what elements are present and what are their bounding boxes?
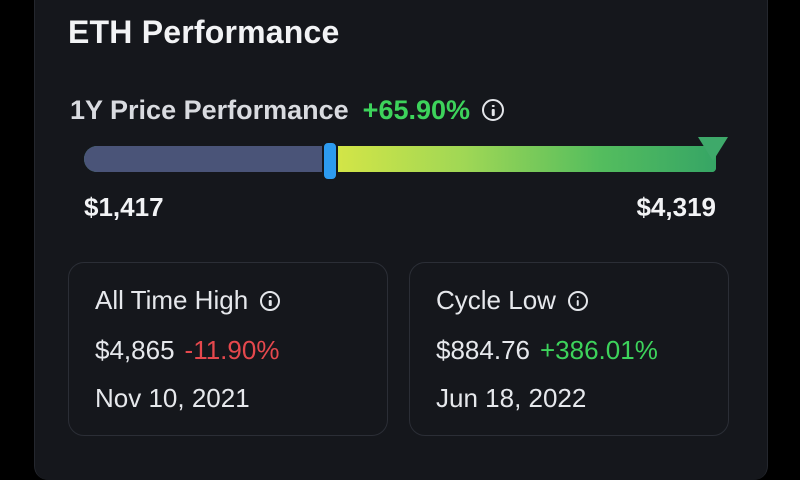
all-time-high-change: -11.90% [184,335,280,365]
price-performance-label: 1Y Price Performance [70,94,349,125]
cycle-low-card[interactable]: Cycle Low $884.76 +386.01% Jun 18, 2022 [409,262,729,436]
page-title: ETH Performance [68,14,340,50]
current-price-marker-icon [698,137,728,161]
cycle-low-value-row: $884.76 +386.01% [436,335,658,366]
info-icon[interactable] [567,290,588,311]
price-performance-row: 1Y Price Performance +65.90% [70,92,505,128]
cycle-low-price: $884.76 [436,335,530,365]
info-icon[interactable] [260,290,281,311]
all-time-high-title-row: All Time High [95,285,281,316]
price-performance-change: +65.90% [362,94,471,125]
all-time-high-value-row: $4,865 -11.90% [95,335,279,366]
cycle-low-change: +386.01% [539,335,658,365]
range-thumb [322,141,338,181]
price-range-bar [84,137,728,181]
range-track [84,146,716,172]
cycle-low-title-row: Cycle Low [436,285,588,316]
range-track-past [84,146,330,172]
range-track-gain [330,146,716,172]
cycle-low-date: Jun 18, 2022 [436,383,587,413]
cycle-low-label: Cycle Low [436,285,556,315]
all-time-high-label: All Time High [95,285,249,315]
all-time-high-price: $4,865 [95,335,175,365]
all-time-high-date: Nov 10, 2021 [95,383,250,413]
range-low-price: $1,417 [84,192,164,222]
range-high-price: $4,319 [636,192,716,222]
info-icon[interactable] [482,99,505,121]
all-time-high-card[interactable]: All Time High $4,865 -11.90% Nov 10, 2021 [68,262,388,436]
